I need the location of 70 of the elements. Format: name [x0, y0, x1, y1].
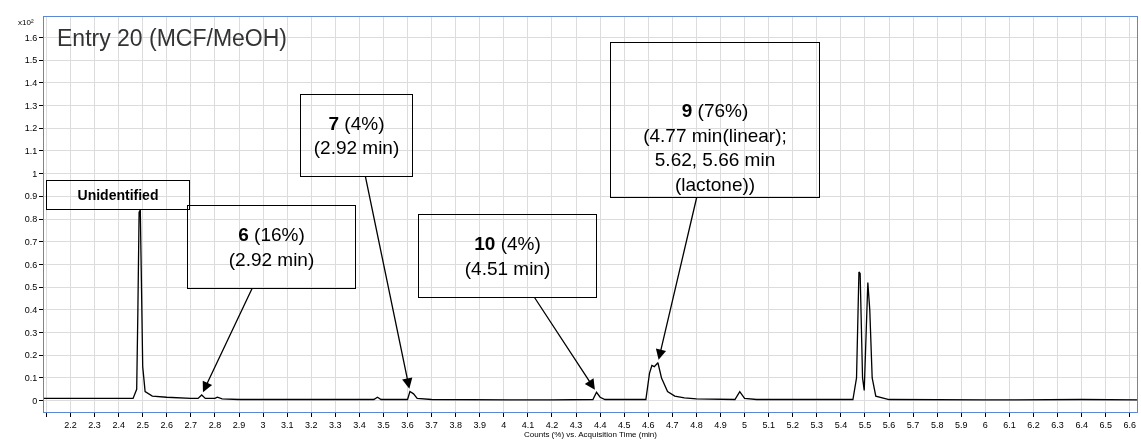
x-tick-label: 5.8	[930, 419, 944, 430]
y-tick-label: 1.3	[24, 100, 38, 111]
x-tick-label: 3.4	[353, 419, 366, 430]
x-tick-label: 3.6	[401, 419, 414, 430]
y-tick-label: 1.2	[24, 123, 38, 134]
x-tick-label: 5.9	[954, 419, 968, 430]
x-tick-label: 5.6	[882, 419, 896, 430]
y-tick-label: 0.8	[24, 214, 38, 225]
x-tick-label: 2.8	[208, 419, 222, 430]
x-tick-label: 3.2	[304, 419, 318, 430]
x-tick-label: 4.2	[545, 419, 559, 430]
x-tick-label: 3.1	[280, 419, 294, 430]
x-tick-label: 5.7	[906, 419, 920, 430]
annotation: 10 (4%) (4.51 min)	[464, 233, 551, 279]
x-tick-label: 5.4	[834, 419, 848, 430]
x-tick-label: 4.6	[642, 419, 655, 430]
chart-title: Entry 20 (MCF/MeOH)	[57, 25, 288, 51]
x-tick-label: 3	[260, 419, 266, 430]
x-tick-label: 3.7	[425, 419, 438, 430]
y-tick-label: 0.5	[24, 282, 38, 293]
x-tick-label: 5	[742, 419, 748, 430]
x-tick-label: 6.5	[1099, 419, 1112, 430]
x-tick-label: 2.3	[88, 419, 101, 430]
x-tick-label: 3.8	[449, 419, 462, 430]
y-axis-title: x10²	[18, 18, 34, 27]
x-tick-label: 4.7	[666, 419, 679, 430]
x-tick-label: 6.6	[1123, 419, 1137, 430]
x-tick-label: 3.9	[473, 419, 487, 430]
y-tick-label: 1	[32, 168, 38, 179]
x-tick-label: 6.4	[1075, 419, 1088, 430]
x-tick-label: 6	[982, 419, 988, 430]
y-tick-label: 1.5	[24, 55, 38, 66]
y-tick-label: 1.1	[24, 146, 38, 157]
annotation: 7 (4%) (2.92 min)	[313, 112, 400, 159]
x-tick-label: 5.1	[762, 419, 775, 430]
x-tick-label: 4.8	[690, 419, 703, 430]
y-tick-label: 0.7	[24, 236, 38, 247]
x-tick-label: 4	[501, 419, 507, 430]
y-tick-label: 0.9	[24, 191, 38, 202]
x-tick-label: 6.2	[1027, 419, 1040, 430]
x-tick-label: 2.7	[184, 419, 198, 430]
x-tick-label: 4.3	[569, 419, 583, 430]
x-tick-label: 3.5	[377, 419, 390, 430]
x-tick-label: 4.1	[521, 419, 535, 430]
x-axis-title: Counts (%) vs. Acquisition Time (min)	[524, 429, 658, 439]
y-tick-label: 0.6	[24, 259, 38, 270]
y-tick-label: 0.1	[24, 373, 38, 384]
x-tick-label: 5.3	[810, 419, 824, 430]
x-tick-label: 5.2	[786, 419, 799, 430]
x-tick-label: 2.5	[136, 419, 149, 430]
y-tick-label: 0.3	[24, 327, 38, 338]
annotation: Unidentified	[77, 187, 159, 203]
x-tick-label: 4.4	[593, 419, 607, 430]
y-tick-label: 0	[32, 395, 38, 406]
annotation: 6 (16%) (2.92 min)	[228, 224, 315, 270]
y-tick-label: 0.4	[24, 304, 38, 315]
x-tick-label: 2.4	[112, 419, 125, 430]
x-tick-label: 5.5	[858, 419, 872, 430]
x-tick-label: 2.2	[64, 419, 77, 430]
x-tick-label: 2.9	[232, 419, 246, 430]
x-tick-label: 4.5	[617, 419, 631, 430]
x-tick-label: 6.1	[1003, 419, 1016, 430]
y-tick-label: 1.6	[24, 32, 38, 43]
x-tick-label: 4.9	[714, 419, 727, 430]
x-tick-label: 2.6	[160, 419, 174, 430]
y-tick-label: 0.2	[24, 350, 38, 361]
annotation: 9 (76%) (4.77 min(linear); 5.62, 5.66 min (lactone))	[643, 99, 787, 195]
x-tick-label: 3.3	[329, 419, 342, 430]
x-tick-label: 6.3	[1051, 419, 1064, 430]
y-tick-label: 1.4	[24, 77, 38, 88]
